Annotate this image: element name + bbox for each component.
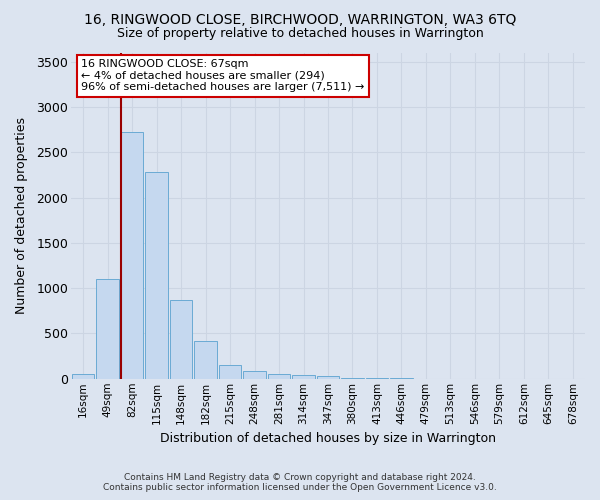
Bar — [145, 172, 168, 379]
Bar — [219, 365, 241, 379]
Bar — [341, 378, 364, 379]
Bar — [244, 370, 266, 379]
Bar — [72, 374, 94, 379]
X-axis label: Distribution of detached houses by size in Warrington: Distribution of detached houses by size … — [160, 432, 496, 445]
Bar — [292, 376, 315, 379]
Text: Contains HM Land Registry data © Crown copyright and database right 2024.
Contai: Contains HM Land Registry data © Crown c… — [103, 473, 497, 492]
Bar — [121, 132, 143, 379]
Bar — [317, 376, 339, 379]
Bar — [194, 340, 217, 379]
Bar — [268, 374, 290, 379]
Y-axis label: Number of detached properties: Number of detached properties — [15, 117, 28, 314]
Text: 16 RINGWOOD CLOSE: 67sqm
← 4% of detached houses are smaller (294)
96% of semi-d: 16 RINGWOOD CLOSE: 67sqm ← 4% of detache… — [81, 59, 365, 92]
Bar — [97, 279, 119, 379]
Bar — [170, 300, 193, 379]
Bar — [365, 378, 388, 379]
Text: 16, RINGWOOD CLOSE, BIRCHWOOD, WARRINGTON, WA3 6TQ: 16, RINGWOOD CLOSE, BIRCHWOOD, WARRINGTO… — [84, 12, 516, 26]
Text: Size of property relative to detached houses in Warrington: Size of property relative to detached ho… — [116, 28, 484, 40]
